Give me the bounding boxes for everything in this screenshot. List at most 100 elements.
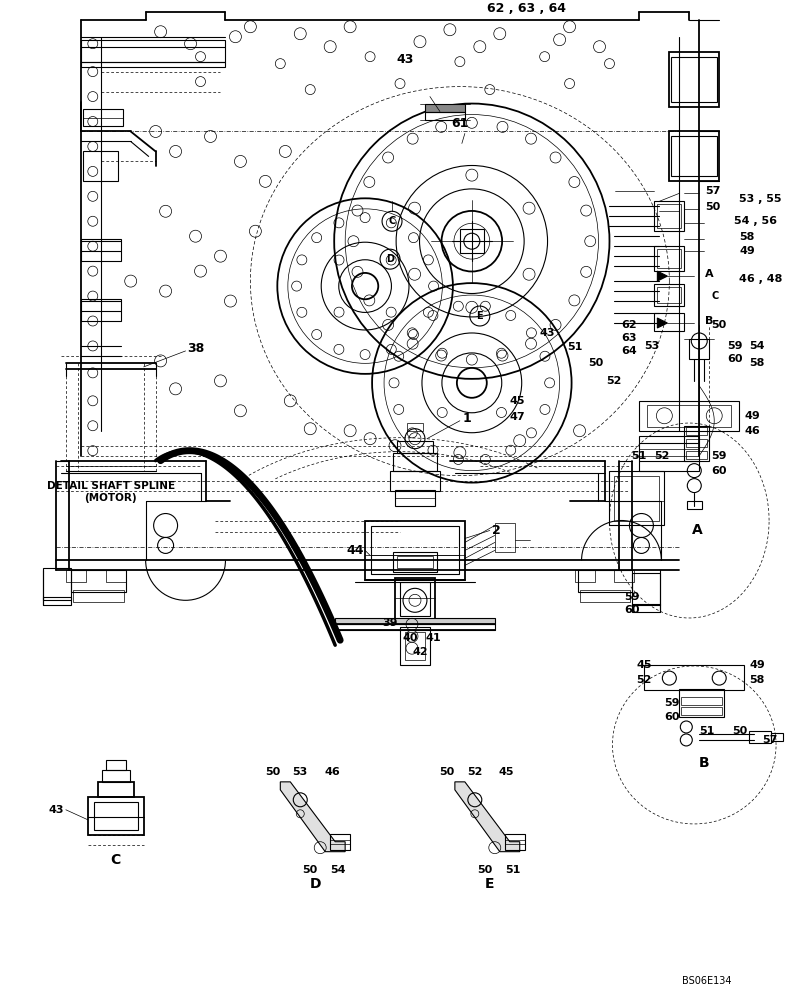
Text: 38: 38 [187,342,204,355]
Bar [43,597,71,605]
Bar [614,476,659,521]
Bar [81,62,225,67]
Text: B: B [698,756,709,770]
Bar [101,770,130,782]
Text: 47: 47 [509,412,525,422]
Polygon shape [454,782,519,852]
Text: 51: 51 [566,342,581,352]
Text: 51: 51 [504,865,520,875]
Text: 52: 52 [605,376,620,386]
Text: DETAIL SHAFT SPLINE: DETAIL SHAFT SPLINE [46,481,174,491]
Text: 45: 45 [636,660,651,670]
Bar [88,797,144,835]
Bar [632,573,659,605]
Bar [632,604,659,612]
Text: 39: 39 [382,618,397,628]
Bar [424,104,464,112]
Text: 60: 60 [624,605,639,615]
Bar [43,568,71,600]
Bar [397,441,432,453]
Bar [365,521,464,580]
Text: (MOTOR): (MOTOR) [84,493,137,503]
Bar [83,151,118,181]
Text: 60: 60 [727,354,742,364]
Bar [400,627,429,665]
Text: A: A [691,523,702,537]
Text: 50: 50 [587,358,603,368]
Text: 43: 43 [48,805,63,815]
Bar [671,136,716,176]
Text: A: A [705,269,713,279]
Text: 53: 53 [292,767,307,777]
Bar [638,401,738,431]
Bar [654,313,684,331]
Bar [105,760,126,770]
Bar [680,697,721,705]
Text: 45: 45 [509,396,525,406]
Bar [574,570,594,582]
Text: 60: 60 [710,466,726,476]
Text: 45: 45 [499,767,514,777]
Bar [97,782,134,797]
Bar [394,490,435,506]
Text: 54: 54 [749,341,764,351]
Bar [93,802,138,830]
Bar [405,632,424,660]
Bar [393,552,436,572]
Bar [689,339,708,359]
Text: 57: 57 [705,186,719,196]
Bar [83,109,122,126]
Text: 63: 63 [620,333,636,343]
Text: 54: 54 [330,865,345,875]
Text: 50: 50 [732,726,746,736]
Bar [73,590,123,602]
Text: 51: 51 [698,726,714,736]
Text: 50: 50 [264,767,280,777]
Bar [66,570,86,582]
Text: 49: 49 [743,411,759,421]
Bar [679,689,723,717]
Bar [684,426,708,461]
Text: 59: 59 [624,592,639,602]
Text: 43: 43 [539,328,555,338]
Text: 62 , 63 , 64: 62 , 63 , 64 [487,2,565,15]
Bar [654,201,684,231]
Bar [657,249,680,268]
Bar [577,570,632,592]
Text: C: C [110,853,121,867]
Bar [393,453,436,471]
Bar [389,471,440,491]
Bar [668,131,719,181]
Text: 58: 58 [749,675,764,685]
Text: 52: 52 [654,451,669,461]
Text: 52: 52 [466,767,482,777]
Text: 50: 50 [303,865,317,875]
Bar [71,570,126,592]
Bar [685,427,706,435]
Text: E: E [484,877,494,891]
Text: 50: 50 [477,865,491,875]
Bar [371,526,458,574]
Text: 40: 40 [401,633,417,643]
Bar [504,834,524,850]
Text: 43: 43 [396,53,413,66]
Text: D: D [385,254,393,264]
Bar [335,624,494,630]
Bar [686,501,702,509]
Text: 59: 59 [663,698,679,708]
Bar [657,287,680,303]
Text: 46: 46 [743,426,759,436]
Bar [770,733,782,741]
Bar [424,112,464,120]
Bar [657,204,680,228]
Bar [81,239,121,261]
Bar [680,707,721,715]
Polygon shape [657,271,667,281]
Bar [459,229,483,253]
Bar [685,451,706,459]
Bar [579,590,629,602]
Bar [330,834,350,850]
Bar [671,57,716,102]
Bar [644,665,743,690]
Bar [406,423,423,431]
